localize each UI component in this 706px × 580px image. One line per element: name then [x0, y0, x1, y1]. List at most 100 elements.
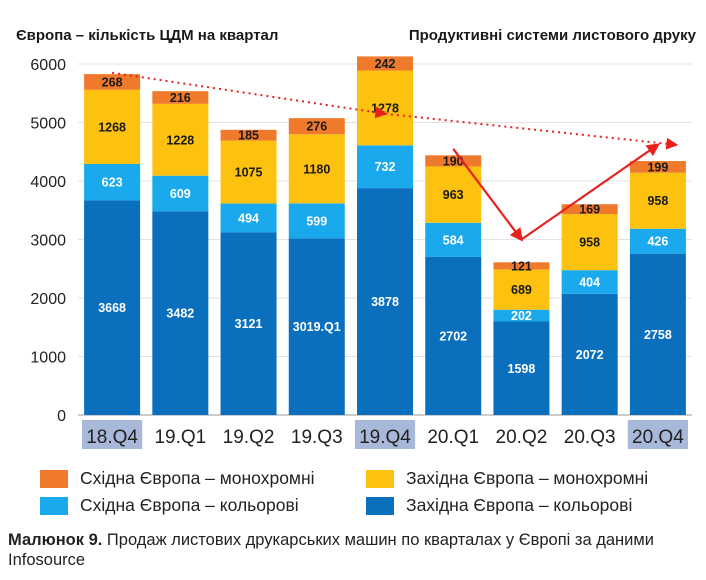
legend-label: Східна Європа – кольорові: [80, 495, 299, 515]
legend-label: Західна Європа – монохромні: [406, 468, 649, 488]
data-label: 169: [579, 203, 600, 217]
legend-swatch: [40, 496, 68, 515]
legend-item-east-color: Східна Європа – кольорові: [40, 495, 299, 516]
data-label: 732: [375, 160, 396, 174]
y-tick-label: 6000: [30, 57, 66, 74]
y-tick-label: 2000: [30, 291, 66, 308]
data-label: 3482: [166, 307, 194, 321]
data-label: 3121: [235, 317, 263, 331]
x-tick-label: 20.Q3: [564, 427, 616, 448]
data-label: 2072: [576, 348, 604, 362]
data-label: 1598: [508, 362, 536, 376]
bar-segment: [561, 293, 618, 415]
data-label: 3668: [98, 301, 126, 315]
bar-segment: [425, 256, 482, 415]
bar-segment: [288, 238, 345, 415]
data-label: 958: [647, 194, 668, 208]
data-label: 190: [443, 154, 464, 168]
x-tick-label: 19.Q3: [291, 427, 343, 448]
bar-segment: [493, 269, 550, 310]
bar-segment: [561, 270, 618, 294]
data-label: 3019.Q1: [293, 320, 341, 334]
data-label: 426: [647, 235, 668, 249]
data-label: 242: [375, 57, 396, 71]
bar-segment: [561, 214, 618, 271]
bar-segment: [425, 166, 482, 223]
figure-caption: Малюнок 9. Продаж листових друкарських м…: [8, 530, 698, 570]
data-label: 2758: [644, 328, 672, 342]
x-tick-label: 18.Q4: [86, 427, 138, 448]
bar-segment: [493, 321, 550, 415]
data-label: 1180: [303, 162, 330, 176]
legend-swatch: [40, 469, 68, 488]
data-label: 202: [511, 309, 532, 323]
data-label: 3878: [371, 295, 399, 309]
trend-arrow: [384, 112, 679, 150]
data-label: 268: [102, 75, 123, 89]
y-tick-label: 5000: [30, 116, 66, 133]
data-label: 689: [511, 283, 532, 297]
bar-segment: [288, 118, 345, 135]
data-label: 584: [443, 233, 464, 247]
legend-swatch: [366, 469, 394, 488]
data-label: 185: [238, 129, 259, 143]
bar-segment: [493, 262, 550, 270]
x-tick-label: 19.Q1: [154, 427, 206, 448]
bar-segment: [288, 134, 345, 204]
data-label: 1075: [235, 166, 263, 180]
x-tick-highlight: [354, 420, 416, 449]
bar-segment: [152, 91, 209, 104]
bar-segment: [357, 188, 413, 415]
data-label: 599: [306, 214, 327, 228]
y-axis: 0 1000 2000 3000 4000 5000 6000: [30, 57, 66, 425]
x-tick-label: 19.Q2: [223, 427, 275, 448]
bar-segment: [220, 203, 277, 233]
bar-segment: [357, 145, 413, 189]
data-label: 404: [579, 275, 600, 289]
x-axis: 18.Q4 19.Q1 19.Q2 19.Q3 19.Q4 20.Q1 20.Q2 20.Q3…: [82, 420, 688, 449]
x-tick-label: 19.Q4: [359, 427, 411, 448]
bar-segment: [220, 129, 277, 141]
annotations: [111, 71, 679, 242]
caption-text: Продаж листових друкарських машин по ква…: [8, 531, 654, 569]
bar-segment: [425, 222, 482, 257]
chart-title-right: Продуктивні системи листового друку: [409, 27, 697, 44]
x-tick-highlight: [82, 420, 143, 449]
bar-segment: [629, 253, 686, 415]
bar-segment: [357, 56, 413, 71]
legend-item-east-mono: Східна Європа – монохромні: [40, 468, 315, 489]
bar-segment: [629, 228, 686, 254]
bar-segment: [493, 309, 550, 322]
y-tick-label: 3000: [30, 233, 66, 250]
stacked-bar-chart: Європа – кількість ЦДМ на квартал Продук…: [16, 27, 697, 449]
bar-segment: [84, 200, 141, 415]
y-tick-label: 0: [57, 408, 66, 425]
data-label: 963: [443, 188, 464, 202]
data-label: 2702: [439, 329, 467, 343]
data-label: 276: [306, 120, 327, 134]
data-label: 494: [238, 211, 259, 225]
legend-label: Східна Європа – монохромні: [80, 468, 315, 488]
x-tick-highlight: [627, 420, 688, 449]
data-label: 623: [102, 176, 123, 190]
data-label: 1278: [371, 101, 399, 115]
x-tick-label: 20.Q2: [496, 427, 548, 448]
data-label: 121: [511, 259, 532, 273]
bar-segment: [629, 161, 686, 173]
y-tick-label: 4000: [30, 174, 66, 191]
bar-segment: [152, 211, 209, 415]
data-label: 958: [579, 236, 600, 250]
bar-segment: [84, 163, 141, 201]
legend-item-west-color: Західна Європа – кольорові: [366, 495, 632, 516]
bar-segment: [152, 103, 209, 176]
bar-segment: [220, 140, 277, 204]
legend-item-west-mono: Західна Європа – монохромні: [366, 468, 648, 489]
trend-arrow: [111, 71, 388, 119]
bar-segment: [629, 172, 686, 229]
bar-segment: [425, 155, 482, 167]
data-label: 609: [170, 187, 191, 201]
bar-segment: [84, 74, 141, 90]
chart-title-left: Європа – кількість ЦДМ на квартал: [16, 27, 278, 44]
x-tick-label: 20.Q4: [632, 427, 684, 448]
data-label: 216: [170, 91, 191, 105]
